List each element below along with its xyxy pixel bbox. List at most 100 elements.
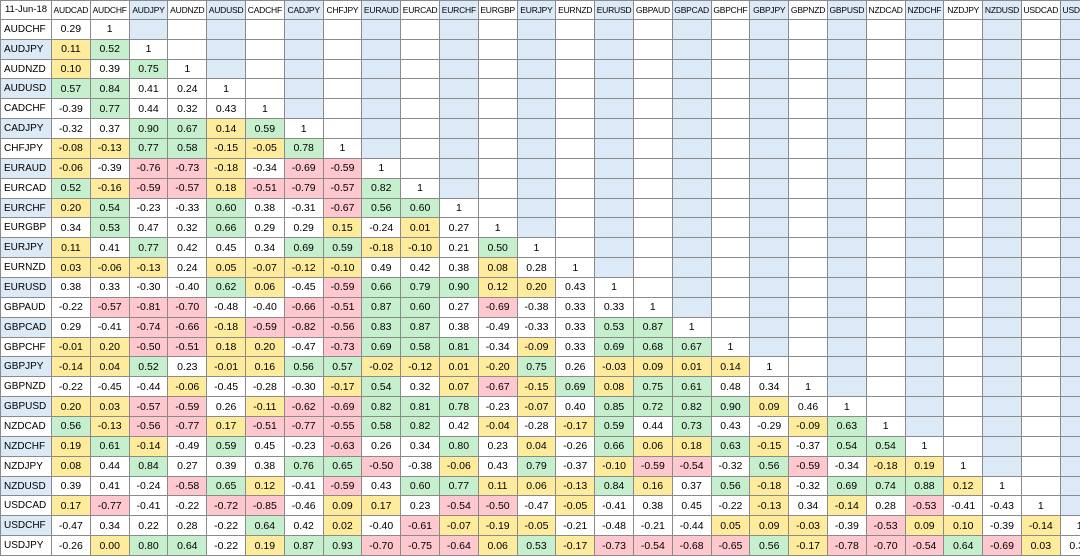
empty-cell [1021,476,1061,497]
empty-cell [789,337,828,358]
empty-cell [983,139,1022,159]
empty-cell [1060,59,1080,80]
correlation-value: -0.14 [1021,516,1061,537]
correlation-value: -0.62 [284,397,324,418]
correlation-value: -0.10 [595,456,634,477]
correlation-value: 0.14 [711,357,751,378]
empty-cell [1060,436,1080,457]
empty-cell [827,198,867,219]
correlation-value: 0.39 [90,59,130,80]
correlation-value: -0.47 [284,337,324,358]
empty-cell [983,59,1022,80]
correlation-value: -0.59 [168,397,208,418]
empty-cell [1021,218,1061,239]
empty-cell [711,238,751,259]
correlation-value: -0.54 [633,536,673,556]
correlation-value: 0.90 [129,119,169,140]
correlation-value: 0.38 [439,317,479,338]
correlation-value: 0.20 [517,278,557,298]
empty-cell [1060,198,1080,219]
column-header: CADJPY [284,0,324,20]
empty-cell [1060,158,1080,179]
correlation-value: 0.05 [711,516,751,537]
correlation-value: 0.11 [52,238,91,259]
empty-cell [827,79,867,100]
correlation-value: -0.13 [556,476,596,497]
correlation-value: 0.42 [168,238,208,259]
empty-cell [362,19,402,40]
empty-cell [944,278,984,298]
empty-cell [556,119,596,140]
correlation-value: -0.59 [323,158,363,179]
empty-cell [866,218,906,239]
correlation-value: 0.57 [323,357,363,378]
column-header: GBPNZD [789,0,828,20]
correlation-value: 0.27 [168,456,208,477]
correlation-value: -0.33 [168,198,208,219]
correlation-value: -0.68 [672,536,712,556]
empty-cell [983,278,1022,298]
correlation-value: -0.15 [750,436,790,457]
correlation-value: -0.64 [439,536,479,556]
column-header: GBPUSD [827,0,867,20]
correlation-value: 0.23 [168,357,208,378]
correlation-value: -0.15 [207,139,246,159]
empty-cell [1021,397,1061,418]
correlation-value: 0.17 [52,496,91,517]
empty-cell [866,238,906,259]
correlation-value: -0.22 [207,536,246,556]
empty-cell [672,158,712,179]
correlation-value: 0.56 [750,536,790,556]
correlation-value: 0.80 [129,536,169,556]
empty-cell [323,119,363,140]
correlation-value: 0.54 [866,436,906,457]
empty-cell [983,436,1022,457]
empty-cell [905,377,945,398]
correlation-value: -0.12 [284,258,324,279]
correlation-value: -0.45 [90,377,130,398]
empty-cell [711,258,751,279]
correlation-value: -0.28 [245,377,285,398]
empty-cell [711,178,751,199]
empty-cell [789,139,828,159]
correlation-value: -0.43 [983,496,1022,517]
correlation-value: 0.34 [245,238,285,259]
empty-cell [517,19,557,40]
empty-cell [672,39,712,60]
column-header: AUDCHF [90,0,130,20]
correlation-value: -0.48 [595,516,634,537]
empty-cell [439,119,479,140]
empty-cell [1060,456,1080,477]
empty-cell [866,337,906,358]
correlation-value: -0.22 [168,496,208,517]
correlation-value: 0.09 [750,397,790,418]
empty-cell [1060,278,1080,298]
correlation-value: 0.54 [90,198,130,219]
correlation-value: -0.50 [129,337,169,358]
correlation-value: -0.57 [168,178,208,199]
empty-cell [1021,19,1061,40]
empty-cell [983,397,1022,418]
correlation-value: 0.56 [711,476,751,497]
correlation-value: -0.79 [284,178,324,199]
empty-cell [478,79,518,100]
correlation-value: 0.19 [245,536,285,556]
correlation-value: -0.40 [245,297,285,318]
empty-cell [944,436,984,457]
correlation-value: -0.05 [556,496,596,517]
correlation-value: 0.52 [129,357,169,378]
correlation-value: -0.47 [52,516,91,537]
correlation-value: 0.42 [401,258,440,279]
correlation-value: -0.66 [168,317,208,338]
correlation-value: -0.32 [52,119,91,140]
row-header: GBPCAD [0,317,52,338]
correlation-value: -0.17 [556,536,596,556]
correlation-value: 1 [362,158,402,179]
column-header: EURCHF [439,0,479,20]
empty-cell [517,178,557,199]
correlation-value: 0.08 [478,258,518,279]
empty-cell [1060,496,1080,517]
column-header: GBPCHF [711,0,751,20]
correlation-value: -0.06 [439,456,479,477]
